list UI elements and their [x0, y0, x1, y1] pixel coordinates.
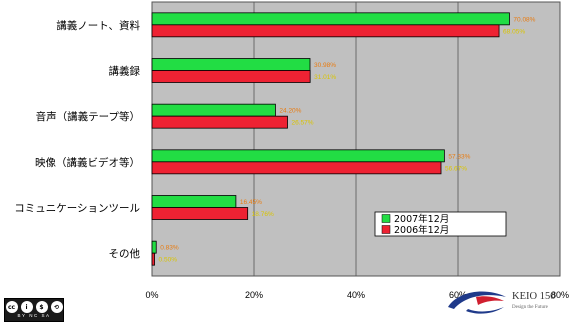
data-labels: 70.08% 68.05% 30.98% 31.01% 24.20% 26.57% 57.3…	[159, 16, 536, 263]
bar	[151, 58, 311, 71]
data-label: 0.83%	[160, 245, 179, 252]
bar	[151, 24, 500, 38]
category-label: コミュニケーションツール	[14, 203, 140, 215]
category-label: 映像（講義ビデオ等）	[35, 156, 140, 169]
x-tick-label: 0%	[145, 290, 158, 300]
data-label: 57.33%	[448, 153, 470, 160]
category-label: 講義ノート、資料	[56, 19, 140, 32]
bar	[151, 161, 442, 175]
bar	[151, 103, 276, 117]
bar	[151, 12, 510, 26]
x-tick-label: 40%	[347, 290, 365, 300]
bar	[151, 149, 445, 163]
data-label: 30.98%	[314, 62, 336, 69]
creative-commons-badge[interactable]: cc i $ ⟲ BY NC SA	[4, 298, 64, 322]
bar	[151, 207, 249, 220]
category-label: 講義録	[109, 65, 141, 78]
data-label: 56.67%	[445, 165, 467, 172]
data-label: 24.20%	[279, 108, 301, 115]
bars	[151, 12, 510, 266]
data-label: 16.45%	[240, 199, 262, 206]
keio-150-logo: KEIO 150 Design the Future	[446, 283, 568, 321]
x-tick-label: 60%	[449, 290, 467, 300]
bar	[151, 252, 155, 266]
gridlines	[253, 2, 561, 276]
legend: 2007年12月 2006年12月	[374, 211, 507, 237]
data-label: 31.01%	[314, 74, 336, 81]
legend-label-2007: 2007年12月	[394, 213, 449, 225]
bar	[151, 240, 157, 254]
data-label: 18.76%	[252, 211, 274, 218]
legend-swatch-2006	[381, 225, 391, 234]
legend-box	[374, 211, 507, 237]
keio-logo-text: KEIO 150	[512, 291, 556, 302]
category-label: 音声（講義テープ等）	[36, 110, 140, 123]
data-label: 26.57%	[292, 120, 314, 127]
legend-swatch-2007	[381, 214, 391, 223]
cc-icon: cc	[5, 301, 18, 314]
sharealike-icon: ⟲	[50, 301, 63, 314]
category-label: その他	[109, 247, 141, 260]
data-label: 68.05%	[503, 28, 525, 35]
noncommercial-icon: $	[35, 301, 48, 314]
data-label: 70.08%	[513, 16, 535, 23]
attribution-icon: i	[20, 301, 33, 314]
bar	[151, 70, 311, 83]
bar	[151, 115, 288, 129]
legend-label-2006: 2006年12月	[394, 224, 449, 236]
bar	[151, 195, 237, 208]
x-tick-labels: 0% 20% 40% 60% 80%	[145, 290, 569, 300]
keio-swoosh-icon	[448, 291, 506, 314]
data-label: 0.50%	[159, 257, 178, 264]
license-text: BY NC SA	[17, 313, 51, 319]
keio-logo-subtext: Design the Future	[512, 305, 548, 310]
x-tick-label: 20%	[245, 290, 263, 300]
x-tick-label: 80%	[551, 290, 569, 300]
cc-icons: cc i $ ⟲	[5, 301, 63, 314]
